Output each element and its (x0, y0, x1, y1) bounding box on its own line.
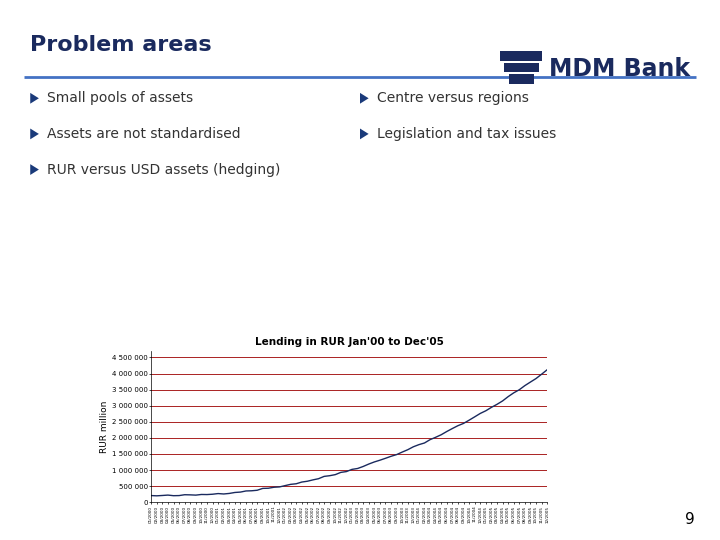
Polygon shape (30, 164, 39, 175)
Text: Small pools of assets: Small pools of assets (47, 91, 193, 105)
Polygon shape (30, 129, 39, 139)
Text: RUR versus USD assets (hedging): RUR versus USD assets (hedging) (47, 163, 280, 177)
Y-axis label: RUR million: RUR million (100, 401, 109, 453)
Polygon shape (30, 93, 39, 104)
Text: Problem areas: Problem areas (30, 35, 212, 55)
Polygon shape (504, 63, 539, 72)
Polygon shape (360, 93, 369, 104)
Text: 9: 9 (685, 511, 695, 526)
Polygon shape (360, 129, 369, 139)
Text: Legislation and tax issues: Legislation and tax issues (377, 127, 556, 141)
Text: MDM Bank: MDM Bank (549, 57, 690, 80)
Polygon shape (509, 74, 534, 84)
Text: Assets are not standardised: Assets are not standardised (47, 127, 240, 141)
Title: Lending in RUR Jan'00 to Dec'05: Lending in RUR Jan'00 to Dec'05 (255, 338, 444, 347)
Text: Centre versus regions: Centre versus regions (377, 91, 528, 105)
Polygon shape (500, 51, 542, 61)
